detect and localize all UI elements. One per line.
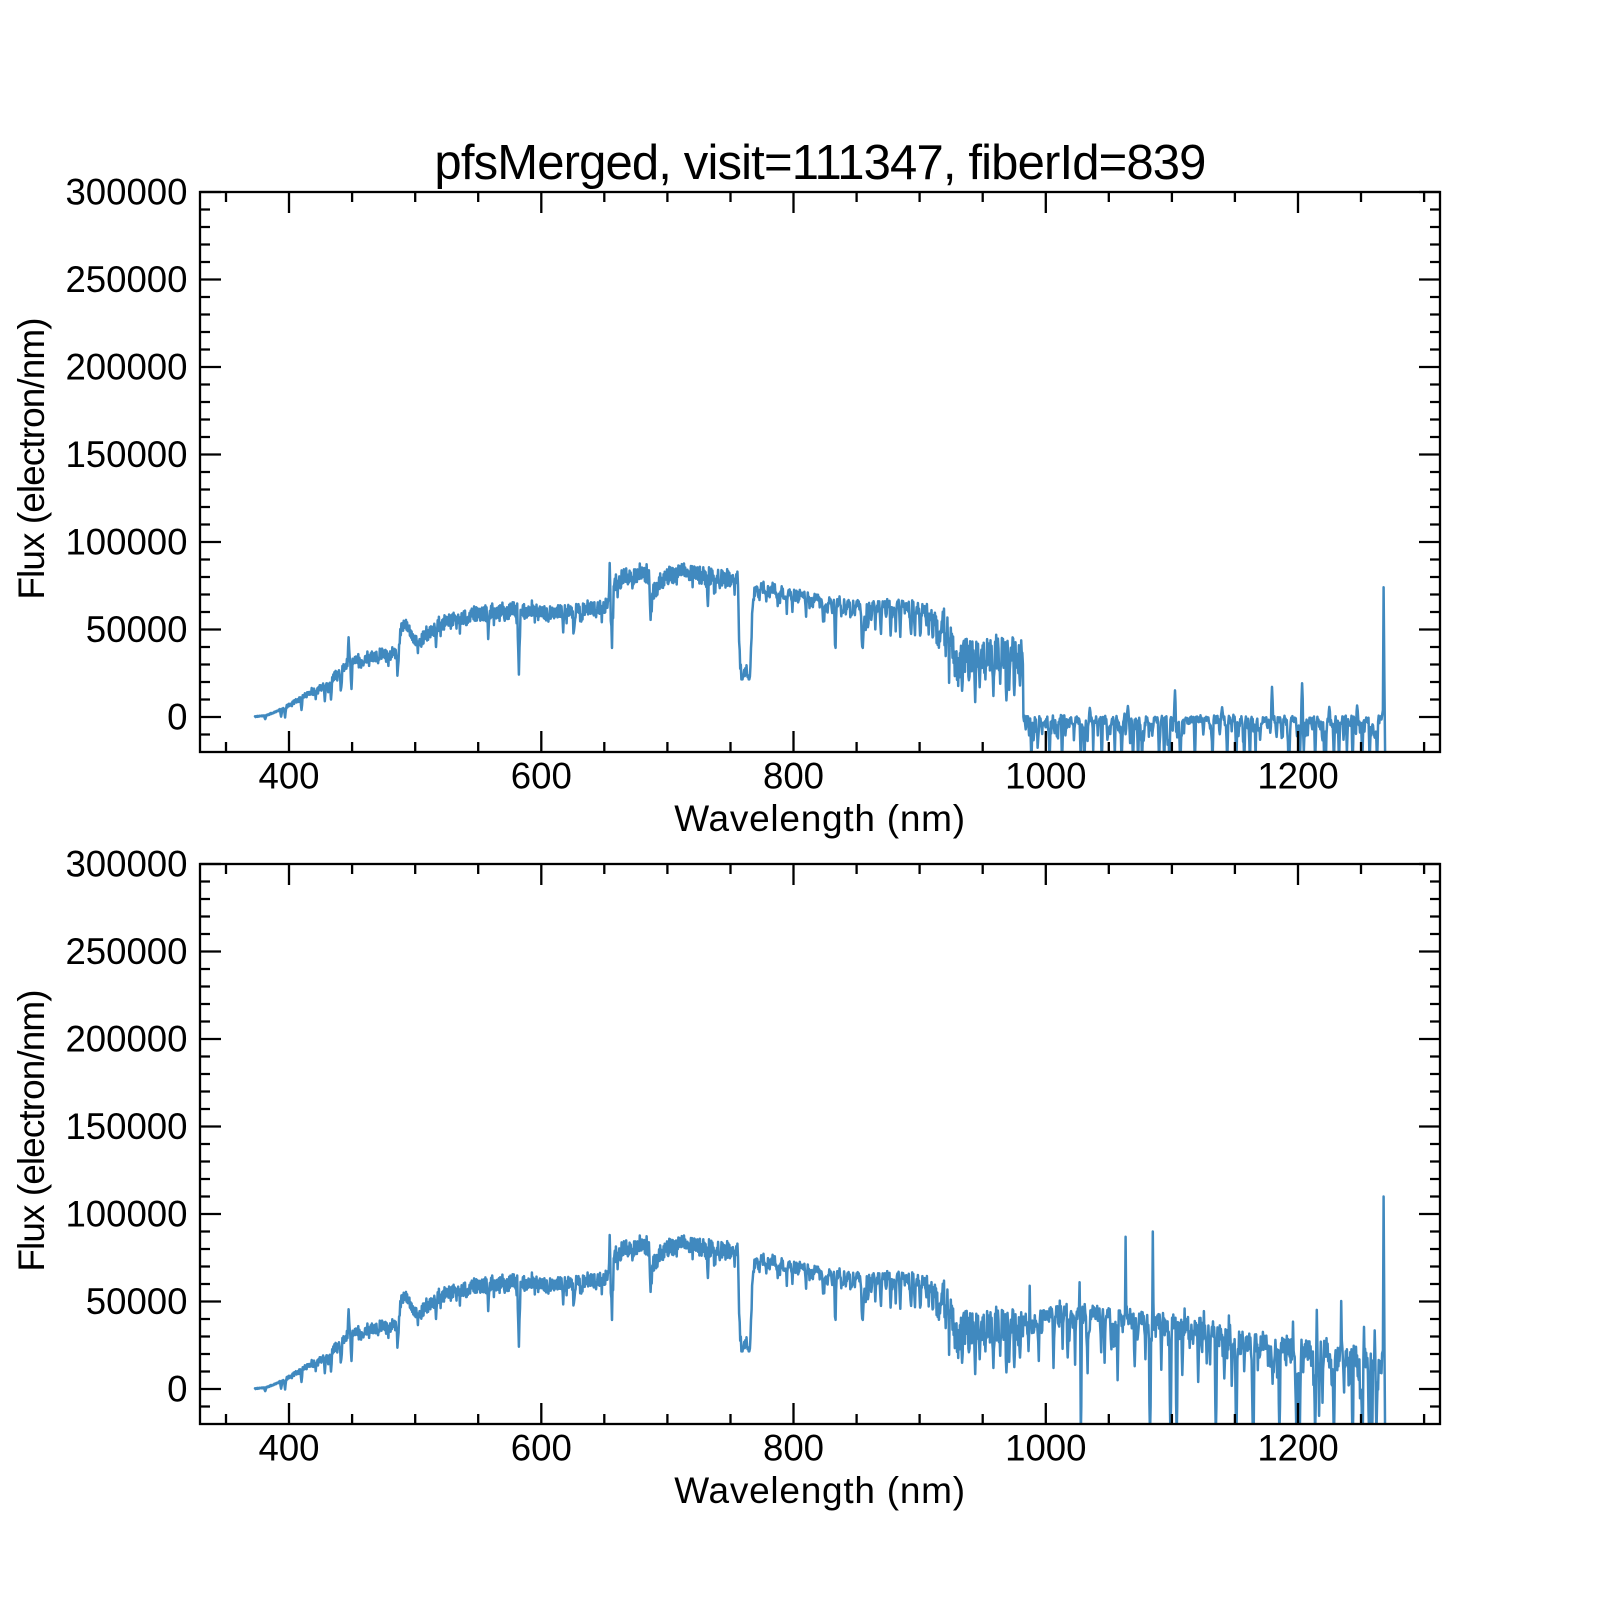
svg-text:300000: 300000 [65, 844, 187, 885]
svg-text:0: 0 [167, 1369, 187, 1410]
svg-text:800: 800 [763, 755, 824, 796]
svg-text:1000: 1000 [1005, 755, 1086, 796]
svg-text:Wavelength (nm): Wavelength (nm) [674, 1470, 966, 1511]
svg-text:800: 800 [763, 1427, 824, 1468]
svg-text:250000: 250000 [65, 259, 187, 300]
svg-text:Flux (electron/nm): Flux (electron/nm) [11, 318, 52, 599]
svg-text:600: 600 [511, 755, 572, 796]
svg-text:400: 400 [258, 1427, 319, 1468]
svg-text:Flux (electron/nm): Flux (electron/nm) [11, 990, 52, 1271]
svg-text:150000: 150000 [65, 1106, 187, 1147]
svg-text:1200: 1200 [1257, 1427, 1338, 1468]
svg-text:0: 0 [167, 697, 187, 738]
svg-text:600: 600 [511, 1427, 572, 1468]
svg-text:400: 400 [258, 755, 319, 796]
svg-text:Wavelength (nm): Wavelength (nm) [674, 798, 966, 839]
svg-text:150000: 150000 [65, 434, 187, 475]
svg-text:200000: 200000 [65, 1019, 187, 1060]
svg-text:pfsMerged, visit=111347, fiber: pfsMerged, visit=111347, fiberId=839 [434, 136, 1205, 190]
svg-text:100000: 100000 [65, 1194, 187, 1235]
svg-text:50000: 50000 [86, 609, 188, 650]
svg-text:50000: 50000 [86, 1281, 188, 1322]
svg-text:300000: 300000 [65, 172, 187, 213]
svg-text:1000: 1000 [1005, 1427, 1086, 1468]
svg-text:1200: 1200 [1257, 755, 1338, 796]
svg-text:200000: 200000 [65, 347, 187, 388]
svg-text:100000: 100000 [65, 522, 187, 563]
svg-text:250000: 250000 [65, 931, 187, 972]
